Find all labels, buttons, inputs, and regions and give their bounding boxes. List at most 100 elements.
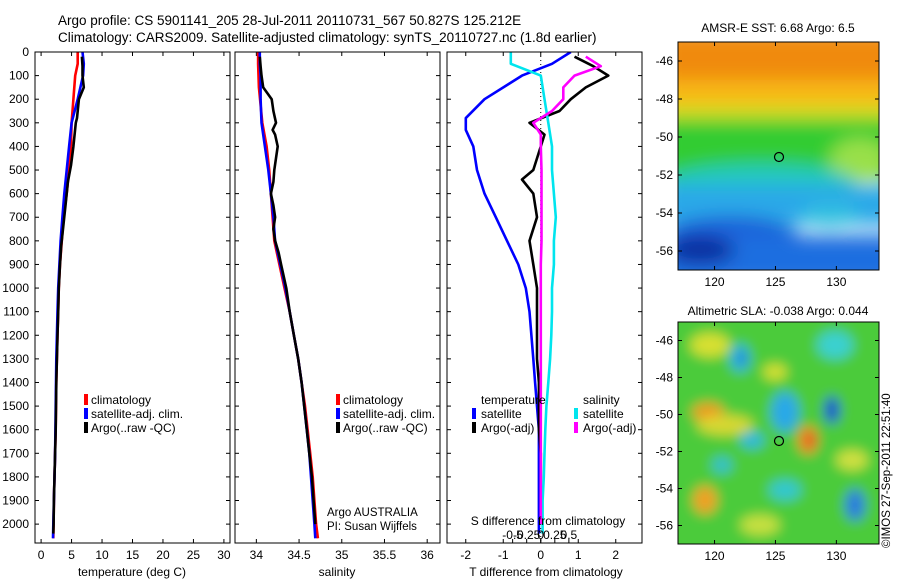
temperature-legend-climatology: climatology: [91, 393, 151, 407]
depth-tick-label: 1900: [2, 494, 29, 508]
difference-legend-salinity-title: salinity: [583, 393, 620, 407]
sla-anomaly-cyan3: [771, 392, 799, 432]
sla-anomaly-blue1: [738, 352, 746, 364]
depth-tick-label: 1400: [2, 375, 29, 389]
x-tick-label: 30: [217, 548, 231, 562]
sla-anomaly-yellow5: [740, 515, 780, 535]
map-x-label: 125: [765, 549, 785, 563]
difference-legend-t-satellite: satellite: [481, 407, 522, 421]
depth-tick-label: 200: [9, 92, 29, 106]
map-y-label: -52: [656, 168, 674, 182]
imos-timestamp: ©IMOS 27-Sep-2011 22:51:40: [881, 393, 893, 548]
x-tick-label: 34: [250, 548, 264, 562]
legend-swatch-climatology: [336, 394, 340, 405]
s-tick-label: 0.25: [543, 528, 567, 542]
depth-tick-label: 1000: [2, 281, 29, 295]
depth-tick-label: 1700: [2, 446, 29, 460]
depth-tick-label: 1800: [2, 470, 29, 484]
depth-tick-label: 600: [9, 187, 29, 201]
x-tick-label: 2: [612, 548, 619, 562]
sla-map-panel: Altimetric SLA: -0.038 Argo: 0.044: [656, 304, 880, 563]
depth-tick-label: 1100: [3, 305, 29, 319]
temperature-frame: [34, 51, 231, 544]
difference-panel: -2 -1 0 1 2 S difference from climatology -0…: [446, 51, 643, 579]
sst-map-field: [678, 42, 879, 270]
x-tick-label: 20: [156, 548, 170, 562]
map-y-label: -56: [656, 519, 674, 533]
sla-anomaly-red: [808, 434, 816, 446]
temperature-panel: 0100200300400500600700800900100011001200…: [2, 45, 231, 579]
sla-anomaly-yellow4: [836, 450, 868, 470]
sla-anomaly-blue2: [824, 396, 840, 424]
depth-tick-label: 2000: [2, 517, 29, 531]
depth-tick-label: 700: [9, 210, 29, 224]
temperature-legend-satellite: satellite-adj. clim.: [91, 407, 183, 421]
depth-tick-label: 500: [9, 163, 29, 177]
sst-region-lightgreen: [830, 138, 879, 182]
depth-tick-label: 1300: [2, 352, 29, 366]
sst-region-navy: [678, 235, 735, 265]
depth-tick-label: 1500: [2, 399, 29, 413]
map-y-label: -48: [656, 371, 674, 385]
depth-tick-label: 400: [9, 139, 29, 153]
x-tick-label: 36: [421, 548, 435, 562]
series-line: [520, 55, 610, 525]
x-tick-label: -1: [498, 548, 509, 562]
sla-argo-location-marker: [773, 435, 785, 447]
series-line: [258, 56, 317, 525]
series-line: [531, 55, 603, 525]
temperature-legend: climatology satellite-adj. clim. Argo(..…: [84, 393, 183, 435]
map-y-label: -46: [656, 54, 674, 68]
sst-map-panel: AMSR-E SST: 6.68 Argo: 6.5 120 125 130 -46 -…: [656, 21, 880, 289]
x-tick-label: 1: [575, 548, 582, 562]
salinity-xlabel: salinity: [319, 565, 356, 579]
s-tick-label: 0.5: [561, 528, 578, 542]
salinity-y-ticks: [235, 51, 440, 525]
legend-swatch-satellite: [84, 408, 88, 419]
sst-argo-location-marker: [773, 151, 785, 163]
s-tick-label: 0: [537, 528, 544, 542]
map-y-label: -50: [656, 130, 674, 144]
x-tick-label: 35.5: [373, 548, 397, 562]
salinity-lines: [256, 52, 320, 539]
sla-anomaly-yellow3: [697, 415, 753, 435]
map-y-label: -54: [656, 482, 674, 496]
legend-swatch-t-argo: [472, 422, 476, 433]
s-tick-label: -0.5: [502, 528, 523, 542]
sst-map-ticks: 120 125 130 -46 -48 -50 -52 -54 -56: [656, 42, 879, 289]
series-line: [52, 56, 86, 534]
difference-y-ticks: [447, 51, 642, 525]
difference-lines: [464, 52, 610, 534]
series-line: [464, 52, 572, 534]
legend-swatch-satellite: [336, 408, 340, 419]
legend-swatch-argo: [336, 422, 340, 433]
map-y-label: -48: [656, 92, 674, 106]
salinity-annotation-program: Argo AUSTRALIA: [327, 507, 418, 519]
depth-tick-label: 0: [22, 45, 29, 59]
depth-tick-label: 900: [9, 257, 29, 271]
salinity-legend: climatology satellite-adj. clim. Argo(..…: [336, 393, 435, 435]
legend-swatch-argo: [84, 422, 88, 433]
sla-anomaly-orange3: [693, 486, 717, 514]
temperature-x-ticks: 0 5 10 15 20 25 30: [38, 52, 231, 562]
difference-legend: temperature satellite Argo(-adj) salinit…: [472, 393, 636, 435]
legend-swatch-s-satellite: [574, 408, 578, 419]
salinity-annotation-pi: PI: Susan Wijffels: [327, 521, 417, 533]
salinity-panel: 34 34.5 35 35.5 36 salinity climatology sate…: [234, 51, 441, 579]
depth-tick-label: 800: [9, 234, 29, 248]
salinity-legend-climatology: climatology: [343, 393, 403, 407]
sla-anomaly-cyan4: [740, 432, 764, 448]
x-tick-label: 0: [38, 548, 45, 562]
sst-map-title: AMSR-E SST: 6.68 Argo: 6.5: [701, 21, 855, 35]
depth-axis-labels: 0 100 200 300 400 500 600 700 800 900 1000 1100 1200…: [2, 45, 230, 531]
x-tick-label: 15: [126, 548, 140, 562]
temperature-lines: [51, 52, 86, 539]
map-y-label: -46: [656, 334, 674, 348]
difference-legend-t-argo: Argo(-adj): [481, 421, 534, 435]
sla-anomaly-cyan6: [769, 480, 801, 500]
x-tick-label: 34.5: [287, 548, 311, 562]
depth-tick-label: 1600: [2, 423, 29, 437]
map-x-label: 125: [765, 275, 785, 289]
x-tick-label: 25: [187, 548, 201, 562]
salinity-legend-argo: Argo(..raw -QC): [343, 421, 428, 435]
